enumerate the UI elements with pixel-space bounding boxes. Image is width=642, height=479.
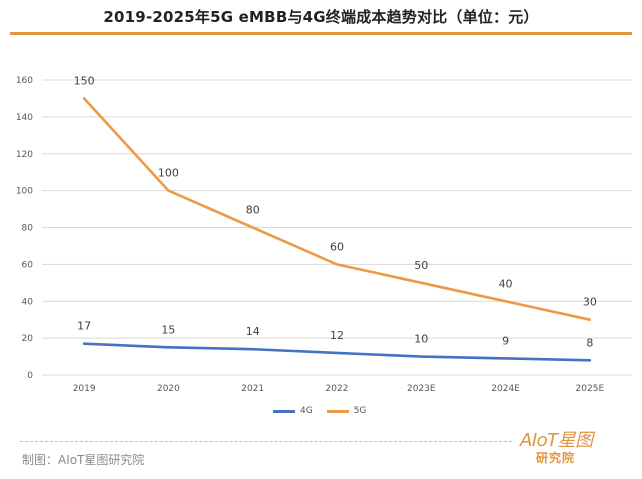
x-tick-label: 2025E: [576, 384, 605, 394]
y-tick-label: 160: [16, 76, 33, 86]
y-tick-label: 40: [22, 297, 34, 307]
y-tick-label: 120: [16, 150, 33, 160]
data-label-5g: 100: [158, 167, 179, 180]
data-label-5g: 50: [414, 259, 428, 272]
source-credit: 制图：AIoT星图研究院: [22, 453, 145, 467]
watermark-sub: 研究院: [536, 451, 576, 465]
title-underline: [10, 32, 632, 35]
data-label-5g: 150: [74, 74, 95, 87]
chart-legend: 4G 5G: [273, 404, 366, 418]
y-tick-label: 80: [22, 224, 34, 234]
x-tick-label: 2022: [326, 384, 349, 394]
legend-swatch-4g: [273, 409, 295, 413]
legend-label-5g: 5G: [353, 406, 367, 416]
chart-title: 2019-2025年5G eMBB与4G终端成本趋势对比（单位：元）: [103, 8, 539, 26]
data-label-4g: 15: [161, 323, 175, 336]
watermark-brand: AIoT星图: [520, 430, 593, 451]
series-line-4g: [82, 342, 592, 362]
legend-swatch-5g: [326, 409, 349, 413]
data-label-5g: 30: [583, 296, 597, 309]
legend-item-4g[interactable]: 4G: [273, 406, 313, 416]
data-label-5g: 60: [330, 240, 344, 253]
data-label-4g: 17: [77, 320, 91, 333]
y-tick-label: 60: [22, 260, 34, 270]
x-tick-label: 2024E: [491, 384, 520, 394]
data-label-5g: 80: [246, 204, 260, 217]
legend-item-5g[interactable]: 5G: [326, 406, 367, 416]
data-label-4g: 8: [586, 336, 593, 349]
y-tick-label: 100: [16, 187, 33, 197]
line-chart: 0 20 40 60 80 100 120 140 160 2019 2020 2021 2022 202…: [16, 74, 632, 394]
y-tick-label: 20: [22, 334, 34, 344]
data-label-4g: 14: [246, 325, 260, 338]
x-tick-label: 2019: [73, 384, 96, 394]
x-tick-label: 2021: [241, 384, 264, 394]
data-label-4g: 9: [502, 334, 509, 347]
legend-label-4g: 4G: [300, 406, 313, 416]
data-label-5g: 40: [499, 277, 513, 290]
data-label-4g: 12: [330, 329, 344, 342]
data-label-4g: 10: [414, 333, 428, 346]
brand-watermark: AIoT星图 研究院: [520, 426, 628, 470]
footer-divider: [20, 441, 512, 442]
y-tick-label: 140: [16, 113, 33, 123]
x-tick-label: 2023E: [407, 384, 436, 394]
y-tick-label: 0: [27, 371, 33, 381]
series-line-5g: [82, 97, 592, 322]
x-tick-label: 2020: [157, 384, 180, 394]
